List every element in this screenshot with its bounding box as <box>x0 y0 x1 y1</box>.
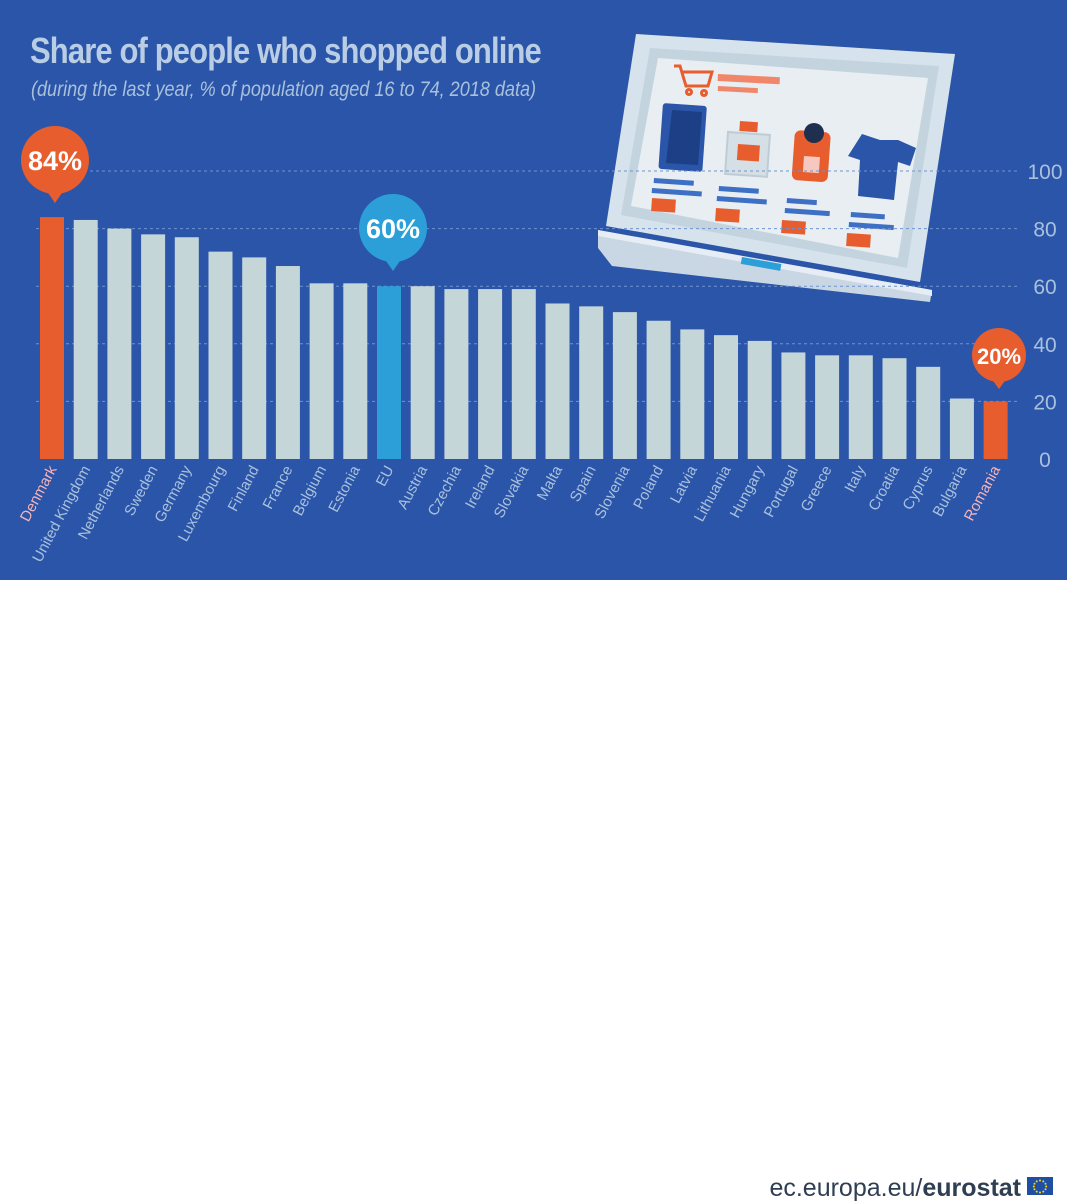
coffee-machine-icon <box>791 123 831 182</box>
bar-luxembourg <box>208 251 233 459</box>
x-tick-label: Italy <box>841 462 869 495</box>
callout-min-label: 20% <box>977 344 1021 369</box>
callout-max-label: 84% <box>28 146 82 176</box>
bar-poland <box>646 320 671 459</box>
bar-lithuania <box>714 335 738 459</box>
shirt-icon <box>848 134 916 200</box>
bar-ireland <box>478 289 503 459</box>
bar-slovenia <box>612 312 637 459</box>
bar-cyprus <box>916 366 941 459</box>
bar-bulgaria <box>949 398 974 459</box>
brand-name: eurostat <box>922 1174 1021 1202</box>
callout-max: 84% <box>21 126 89 203</box>
bar-portugal <box>781 352 806 459</box>
chart-title: Share of people who shopped online <box>30 30 542 71</box>
x-tick-label: Cyprus <box>899 463 936 513</box>
x-tick-label: Greece <box>798 463 836 514</box>
bar-slovakia <box>511 289 536 459</box>
x-tick-label: EU <box>373 463 398 489</box>
x-tick-label: Finland <box>225 463 263 514</box>
bar-denmark <box>40 217 64 459</box>
bar-latvia <box>680 329 705 459</box>
y-tick-label: 80 <box>1033 219 1056 242</box>
x-tick-label: Austria <box>394 462 431 512</box>
bar-germany <box>174 237 199 459</box>
y-tick-label: 0 <box>1039 449 1051 472</box>
bar-czechia <box>444 289 469 459</box>
x-tick-label: Latvia <box>667 462 701 506</box>
infographic: Share of people who shopped online (duri… <box>0 0 1067 580</box>
x-tick-label: Malta <box>534 462 567 503</box>
bar-united-kingdom <box>73 219 98 459</box>
x-tick-label: Poland <box>630 463 667 512</box>
bar-estonia <box>343 283 368 459</box>
cart-icon <box>674 64 714 97</box>
bar-austria <box>410 286 435 459</box>
x-tick-label: Ireland <box>462 463 499 511</box>
bar-sweden <box>141 234 166 459</box>
bar-croatia <box>882 358 907 459</box>
source-link[interactable]: ec.europa.eu/eurostat <box>769 1174 1021 1203</box>
bar-hungary <box>747 340 772 459</box>
callout-eu: 60% <box>359 194 427 271</box>
bar-greece <box>815 355 840 459</box>
bar-italy <box>848 355 873 459</box>
bar-france <box>275 266 300 459</box>
bar-eu <box>377 286 401 459</box>
callout-eu-label: 60% <box>366 214 420 244</box>
box-icon <box>724 121 771 178</box>
bar-malta <box>545 303 570 459</box>
x-tick-label: Estonia <box>325 462 364 515</box>
y-tick-label: 100 <box>1027 161 1062 184</box>
bar-belgium <box>309 283 334 459</box>
eu-flag-icon <box>1027 1177 1053 1195</box>
callout-min: 20% <box>972 328 1026 389</box>
x-tick-label: Croatia <box>865 462 903 513</box>
y-tick-label: 20 <box>1033 391 1056 414</box>
y-tick-label: 60 <box>1033 276 1056 299</box>
x-tick-label: France <box>260 463 297 512</box>
source-url: ec.europa.eu/ <box>769 1174 923 1202</box>
chart-subtitle: (during the last year, % of population a… <box>31 78 537 101</box>
bar-romania <box>983 401 1008 459</box>
x-tick-label: Spain <box>567 463 600 505</box>
laptop-illustration <box>598 34 955 302</box>
phone-icon <box>658 103 707 172</box>
bar-spain <box>579 306 604 459</box>
y-tick-label: 40 <box>1033 334 1056 357</box>
bar-finland <box>242 257 267 459</box>
bar-netherlands <box>107 228 132 459</box>
footer: ec.europa.eu/eurostat <box>0 580 1067 1202</box>
